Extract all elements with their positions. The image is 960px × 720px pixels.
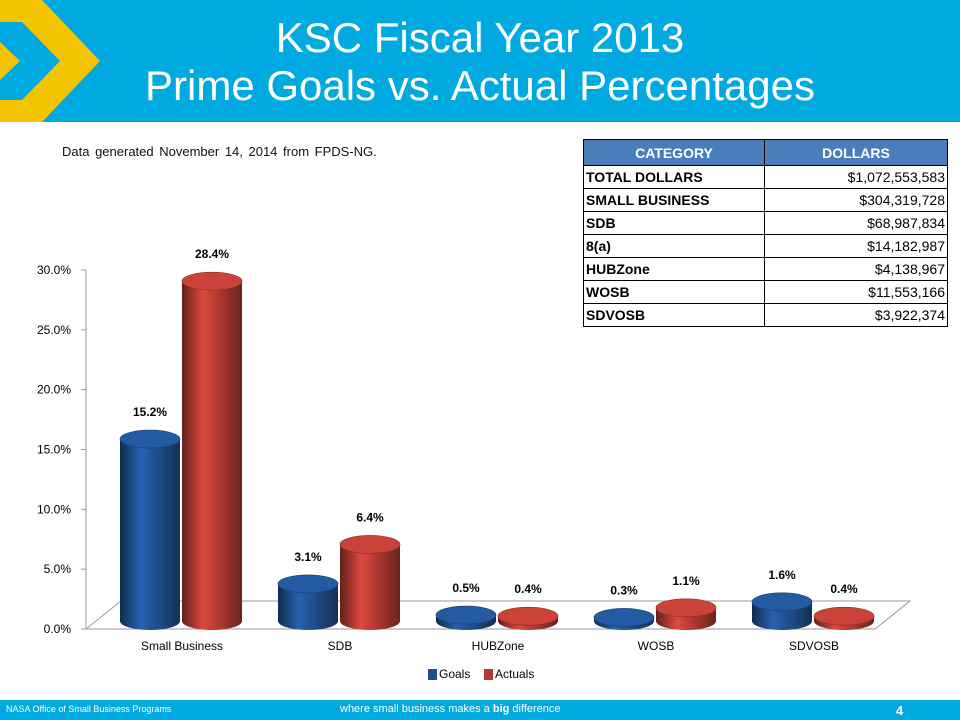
- bar-top: [277, 574, 339, 594]
- footer-tagline: where small business makes a big differe…: [340, 703, 561, 715]
- bar-top: [181, 271, 243, 291]
- header-banner: KSC Fiscal Year 2013 Prime Goals vs. Act…: [0, 0, 960, 122]
- table-row: HUBZone $4,138,967: [583, 257, 948, 281]
- x-category-label: Small Business: [141, 639, 223, 653]
- footer-bar: NASA Office of Small Business Programs w…: [0, 700, 960, 720]
- bar-top: [497, 606, 559, 626]
- bar-goals-small-business: [120, 439, 180, 630]
- bar-top: [339, 535, 401, 554]
- bar-chart: 0.0% 5.0% 10.0% 15.0% 20.0% 25.0% 30.0% 15.2% 28…: [37, 247, 912, 681]
- bar-actuals-small-business: [182, 281, 242, 630]
- bar-top: [655, 598, 717, 618]
- bar-actuals-sdb: [340, 544, 400, 630]
- data-label: 3.1%: [294, 550, 322, 564]
- footer-tagline-bold: big: [492, 703, 510, 715]
- x-category-label: WOSB: [638, 639, 675, 653]
- table-row: TOTAL DOLLARS $1,072,553,583: [583, 165, 948, 189]
- table-cell-category: HUBZone: [583, 257, 765, 281]
- x-category-label: SDB: [328, 639, 353, 653]
- table-header-dollars: DOLLARS: [764, 139, 948, 166]
- bar-top: [119, 429, 181, 449]
- data-label: 6.4%: [356, 510, 384, 524]
- y-tick-label: 20.0%: [37, 383, 71, 397]
- chevron-logo-icon: [0, 0, 100, 122]
- table-cell-category: WOSB: [583, 280, 765, 304]
- legend-swatch-actuals: [484, 669, 493, 680]
- data-label: 1.1%: [672, 574, 700, 588]
- data-label: 0.4%: [830, 582, 858, 596]
- footer-org-name: NASA Office of Small Business Programs: [6, 704, 172, 714]
- bar-top: [751, 592, 813, 612]
- y-tick-label: 5.0%: [44, 562, 72, 576]
- footer-tagline-start: where small business makes a: [340, 703, 493, 715]
- table-header-row: CATEGORY DOLLARS: [583, 139, 948, 166]
- source-note: Data generated November 14, 2014 from FP…: [62, 144, 377, 159]
- data-label: 0.3%: [610, 583, 638, 597]
- title-line-1: KSC Fiscal Year 2013: [275, 14, 685, 61]
- y-tick-label: 15.0%: [37, 443, 71, 457]
- table-cell-category: SMALL BUSINESS: [583, 188, 765, 212]
- data-label: 15.2%: [133, 405, 167, 419]
- table-header-category: CATEGORY: [583, 139, 765, 166]
- table-cell-dollars: $1,072,553,583: [764, 165, 948, 189]
- data-label: 28.4%: [195, 247, 229, 261]
- table-row: SDVOSB $3,922,374: [583, 303, 948, 327]
- legend-swatch-goals: [428, 669, 437, 680]
- table-cell-dollars: $3,922,374: [764, 303, 948, 327]
- table-cell-category: TOTAL DOLLARS: [583, 165, 765, 189]
- table-cell-dollars: $11,553,166: [764, 280, 948, 304]
- bar-top: [593, 608, 655, 627]
- legend-label-goals: Goals: [439, 667, 470, 681]
- table-row: 8(a) $14,182,987: [583, 234, 948, 258]
- bar-top: [813, 606, 875, 626]
- page-title: KSC Fiscal Year 2013 Prime Goals vs. Act…: [80, 14, 880, 110]
- table-cell-dollars: $304,319,728: [764, 188, 948, 212]
- x-category-label: HUBZone: [472, 639, 525, 653]
- data-label: 0.5%: [452, 581, 480, 595]
- y-tick-label: 0.0%: [44, 622, 72, 636]
- data-label: 1.6%: [768, 568, 796, 582]
- table-cell-dollars: $68,987,834: [764, 211, 948, 235]
- table-row: SMALL BUSINESS $304,319,728: [583, 188, 948, 212]
- page-number: 4: [896, 703, 904, 718]
- bar-top: [435, 605, 497, 625]
- y-tick-label: 25.0%: [37, 323, 71, 337]
- y-tick-label: 10.0%: [37, 502, 71, 516]
- x-category-label: SDVOSB: [789, 639, 839, 653]
- y-tick-label: 30.0%: [37, 263, 71, 277]
- title-line-2: Prime Goals vs. Actual Percentages: [145, 62, 815, 109]
- data-label: 0.4%: [514, 582, 542, 596]
- table-cell-dollars: $4,138,967: [764, 257, 948, 281]
- footer-tagline-end: difference: [509, 703, 561, 715]
- bar-goals-sdb: [278, 583, 338, 630]
- table-cell-category: SDVOSB: [583, 303, 765, 327]
- dollars-table: CATEGORY DOLLARS TOTAL DOLLARS $1,072,553…: [583, 139, 948, 327]
- table-cell-dollars: $14,182,987: [764, 234, 948, 258]
- legend-label-actuals: Actuals: [495, 667, 534, 681]
- table-row: WOSB $11,553,166: [583, 280, 948, 304]
- table-cell-category: 8(a): [583, 234, 765, 258]
